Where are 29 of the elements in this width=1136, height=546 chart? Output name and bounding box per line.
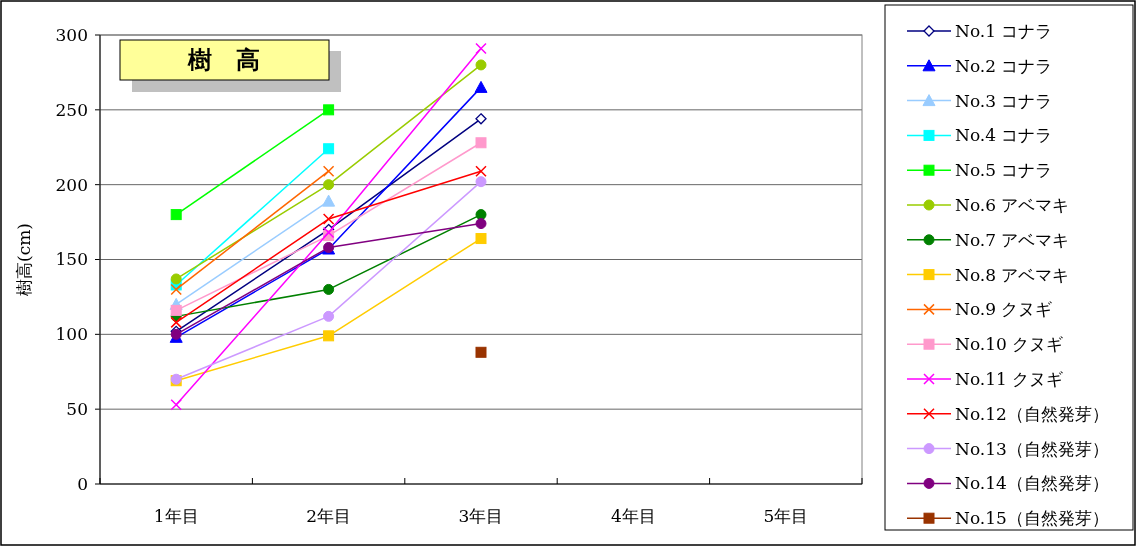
- y-tick-label: 0: [77, 473, 88, 494]
- legend-label: No.6 アベマキ: [955, 194, 1070, 215]
- legend-label: No.8 アベマキ: [955, 264, 1070, 285]
- legend-label: No.15（自然発芽）: [955, 508, 1109, 529]
- y-tick-label: 250: [55, 99, 88, 120]
- y-tick-label: 50: [66, 399, 88, 420]
- x-tick-label: 3年目: [458, 506, 504, 526]
- y-tick-label: 200: [55, 174, 88, 195]
- legend-label: No.10 クヌギ: [955, 334, 1064, 355]
- x-tick-label: 5年目: [763, 506, 809, 526]
- legend-label: No.4 コナラ: [955, 125, 1053, 146]
- y-axis-title: 樹高(cm): [14, 223, 34, 296]
- legend-label: No.9 クヌギ: [955, 299, 1053, 320]
- text: 樹 高: [187, 46, 260, 75]
- x-tick-label: 4年目: [610, 506, 656, 526]
- legend-label: No.3 コナラ: [955, 90, 1053, 111]
- legend-label: No.7 アベマキ: [955, 229, 1070, 250]
- y-tick-label: 150: [55, 249, 88, 270]
- legend-label: No.1 コナラ: [955, 20, 1053, 41]
- legend-label: No.13（自然発芽）: [955, 438, 1109, 459]
- legend-label: No.11 クヌギ: [955, 368, 1064, 389]
- y-tick-label: 100: [55, 324, 88, 345]
- legend-label: No.5 コナラ: [955, 160, 1053, 181]
- legend-label: No.14（自然発芽）: [955, 473, 1109, 494]
- x-tick-label: 2年目: [306, 506, 352, 526]
- y-tick-label: 300: [55, 24, 88, 45]
- legend-label: No.12（自然発芽）: [955, 403, 1109, 424]
- legend-label: No.2 コナラ: [955, 55, 1053, 76]
- x-tick-label: 1年目: [153, 506, 199, 526]
